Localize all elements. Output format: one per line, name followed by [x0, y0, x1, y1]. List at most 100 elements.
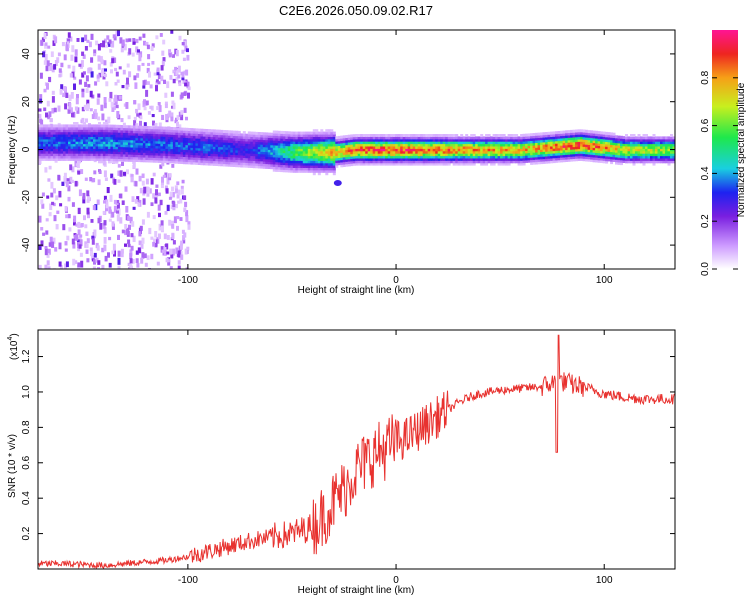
ridge-cell [145, 128, 149, 132]
ridge-cell [642, 160, 646, 164]
ridge-cell [73, 129, 76, 133]
noise-cell [104, 255, 108, 262]
ridge-cell [90, 136, 94, 140]
ridge-cell [265, 134, 269, 138]
ridge-cell [440, 145, 444, 149]
ridge-cell [572, 156, 576, 159]
ridge-cell [63, 145, 66, 149]
ridge-cell [362, 162, 366, 166]
ridge-cell [317, 153, 321, 157]
ridge-cell [295, 167, 299, 171]
ridge-cell [495, 160, 499, 164]
ridge-cell [237, 157, 241, 161]
ridge-cell [212, 160, 216, 164]
ridge-cell [325, 155, 329, 159]
ridge-cell [535, 132, 539, 136]
ridge-cell [560, 135, 564, 139]
ridge-cell [65, 153, 69, 157]
ridge-cell [355, 160, 359, 164]
noise-cell [136, 73, 140, 78]
ridge-cell [450, 148, 454, 152]
ridge-cell [132, 139, 136, 143]
ridge-cell [630, 138, 633, 142]
ridge-cell [362, 136, 366, 140]
ridge-cell [635, 160, 638, 164]
ridge-cell [407, 160, 411, 164]
noise-cell [178, 80, 182, 84]
ridge-cell [182, 156, 186, 160]
noise-cell [113, 199, 117, 205]
ridge-cell [88, 129, 91, 133]
ridge-cell [417, 148, 421, 152]
noise-cell [86, 103, 90, 110]
ridge-cell [295, 134, 299, 137]
ridge-cell [230, 154, 234, 158]
ridge-cell [137, 147, 141, 151]
ridge-cell [667, 160, 671, 164]
noise-cell [81, 37, 85, 43]
ridge-cell [177, 151, 181, 155]
ridge-cell [470, 145, 474, 149]
noise-cell [109, 194, 113, 202]
ridge-cell [43, 126, 46, 130]
ridge-cell [152, 159, 156, 163]
ridge-cell [167, 141, 171, 145]
ridge-cell [122, 141, 126, 145]
ridge-cell [290, 167, 294, 171]
ridge-cell [310, 165, 314, 168]
ridge-cell [460, 153, 464, 157]
ridge-cell [310, 138, 314, 142]
ridge-cell [165, 129, 169, 133]
ridge-cell [602, 148, 606, 152]
ridge-cell [155, 147, 159, 151]
ridge-cell [335, 152, 339, 156]
ridge-cell [377, 148, 381, 152]
noise-cell [164, 172, 168, 178]
ridge-cell [657, 157, 661, 161]
ridge-cell [657, 148, 661, 152]
ridge-cell [632, 148, 636, 152]
ridge-cell [445, 136, 449, 140]
ridge-cell [540, 156, 544, 160]
ridge-cell [572, 139, 576, 143]
ridge-cell [465, 145, 469, 149]
ridge-cell [377, 160, 381, 164]
ridge-cell [477, 145, 481, 149]
ridge-cell [560, 152, 564, 156]
noise-cell [102, 159, 106, 166]
ridge-cell [497, 138, 501, 142]
ridge-cell [287, 138, 291, 142]
ridge-cell [515, 141, 519, 145]
ridge-cell [247, 131, 251, 135]
ridge-cell [83, 157, 86, 161]
ridge-cell [512, 160, 516, 164]
ridge-cell [522, 155, 526, 159]
ridge-cell [250, 153, 254, 157]
ridge-cell [312, 145, 316, 149]
ridge-cell [422, 138, 426, 142]
ridge-cell [585, 134, 589, 138]
ridge-cell [365, 157, 369, 161]
ridge-cell [232, 144, 236, 148]
noise-cell [73, 233, 77, 237]
ridge-cell [390, 148, 394, 152]
ridge-cell [375, 138, 379, 142]
ridge-cell [142, 125, 146, 129]
ridge-cell [267, 144, 271, 148]
ridge-cell [360, 155, 364, 159]
ridge-cell [212, 131, 216, 135]
ridge-cell [537, 132, 541, 136]
noise-cell [88, 67, 92, 72]
ridge-cell [265, 158, 269, 162]
noise-cell [38, 264, 42, 269]
ridge-cell [175, 156, 179, 159]
ridge-cell [480, 145, 484, 149]
ridge-cell [140, 154, 144, 158]
ridge-cell [135, 151, 139, 155]
ridge-cell [185, 151, 189, 155]
ridge-cell [472, 157, 476, 161]
noise-cell [183, 107, 187, 113]
ridge-cell [385, 138, 389, 142]
ridge-cell [200, 152, 204, 156]
noise-cell [92, 266, 96, 269]
